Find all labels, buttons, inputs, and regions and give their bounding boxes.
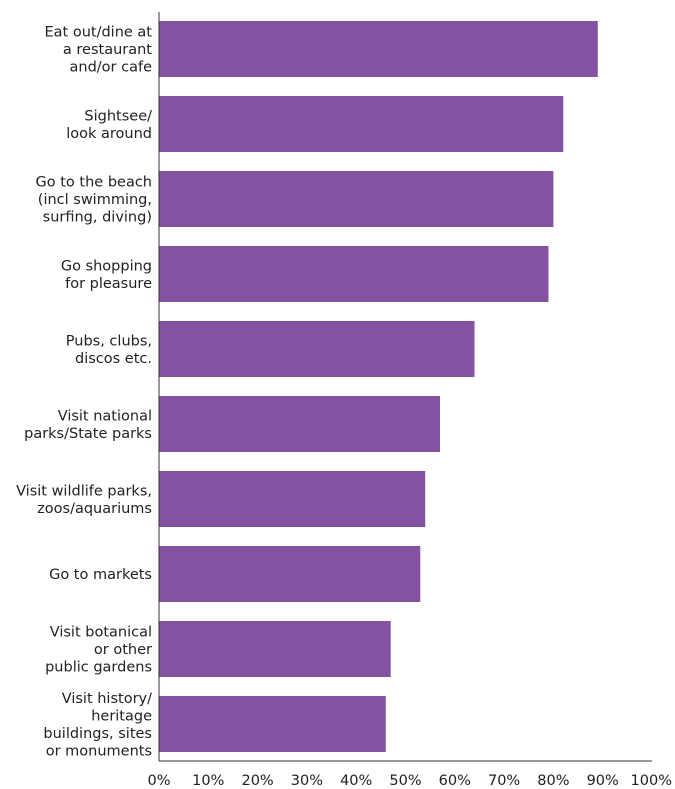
category-label-line: or monuments — [46, 743, 152, 759]
category-label-line: (incl swimming, — [38, 192, 152, 208]
x-tick-label-50: 50% — [389, 773, 421, 789]
category-label-visit-national-parks-state-parks: Visit national parks/State parks — [24, 408, 152, 442]
x-tick-label-0: 0% — [147, 773, 170, 789]
category-label-line: parks/State parks — [24, 426, 152, 442]
bar-visit-wildlife-parks-zoos-aquariums — [159, 471, 426, 527]
bar-sightsee-look-around — [159, 96, 564, 152]
x-tick-label-70: 70% — [488, 773, 520, 789]
bar-visit-botanical-or-other-public-gardens — [159, 621, 391, 677]
bar-visit-history-heritage-buildings-sites-o — [159, 696, 386, 752]
category-label-line: Go shopping — [61, 258, 152, 274]
category-label-line: surfing, diving) — [43, 210, 152, 226]
x-ticks-group: 0% 10% 20% 30% 40% 50% 60% 70% 80% 90% 100% — [147, 773, 672, 789]
category-label-visit-botanical-or-other-public-gardens: Visit botanical or other public gardens — [45, 625, 152, 676]
category-label-line: Visit wildlife parks, — [16, 483, 152, 499]
x-tick-label-80: 80% — [537, 773, 569, 789]
bars-group — [159, 21, 598, 752]
category-label-eat-out-dine-at-a-restaurant-and-or-cafe: Eat out/dine at a restaurant and/or cafe — [45, 25, 153, 76]
category-label-line: Visit national — [58, 408, 152, 424]
category-label-line: Pubs, clubs, — [66, 333, 152, 349]
bar-go-shopping-for-pleasure — [159, 246, 549, 302]
category-label-visit-history-heritage-buildings-sites-o: Visit history/heritage buildings, sites or… — [43, 691, 152, 760]
bar-eat-out-dine-at-a-restaurant-and-or-cafe — [159, 21, 598, 77]
x-tick-label-60: 60% — [439, 773, 471, 789]
category-label-line: buildings, sites — [43, 726, 152, 742]
x-tick-label-90: 90% — [587, 773, 619, 789]
category-label-line: discos etc. — [75, 351, 152, 367]
bar-go-to-the-beach-incl-swimming-surfing-di — [159, 171, 554, 227]
x-tick-label-40: 40% — [340, 773, 372, 789]
category-label-line: zoos/aquariums — [37, 501, 152, 517]
category-label-line: heritage — [91, 708, 152, 724]
category-labels-group: Eat out/dine at a restaurant and/or cafe Si… — [16, 25, 152, 760]
category-label-line: and/or cafe — [70, 60, 153, 76]
bar-go-to-markets — [159, 546, 421, 602]
category-label-line: a restaurant — [63, 42, 152, 58]
category-label-visit-wildlife-parks-zoos-aquariums: Visit wildlife parks, zoos/aquariums — [16, 483, 152, 517]
bar-pubs-clubs-discos-etc — [159, 321, 475, 377]
category-label-sightsee-look-around: Sightsee/look around — [66, 108, 152, 142]
category-label-line: Go to markets — [49, 567, 152, 583]
category-label-line: Sightsee/ — [84, 108, 152, 124]
category-label-line: look around — [66, 126, 152, 142]
x-tick-label-30: 30% — [291, 773, 323, 789]
category-label-line: Go to the beach — [36, 175, 152, 191]
category-label-line: Visit history/ — [62, 691, 152, 707]
category-label-line: or other — [94, 642, 152, 658]
bar-visit-national-parks-state-parks — [159, 396, 441, 452]
category-label-line: Visit botanical — [50, 625, 152, 641]
category-label-line: for pleasure — [65, 276, 152, 292]
category-label-go-shopping-for-pleasure: Go shopping for pleasure — [61, 258, 152, 292]
x-tick-label-20: 20% — [241, 773, 273, 789]
category-label-go-to-markets: Go to markets — [49, 567, 152, 583]
category-label-go-to-the-beach-incl-swimming-surfing-di: Go to the beach (incl swimming, surfing, d… — [36, 175, 152, 226]
category-label-line: public gardens — [45, 660, 152, 676]
x-tick-label-10: 10% — [192, 773, 224, 789]
category-label-pubs-clubs-discos-etc: Pubs, clubs, discos etc. — [66, 333, 152, 367]
category-label-line: Eat out/dine at — [45, 25, 153, 41]
x-tick-label-100: 100% — [631, 773, 672, 789]
